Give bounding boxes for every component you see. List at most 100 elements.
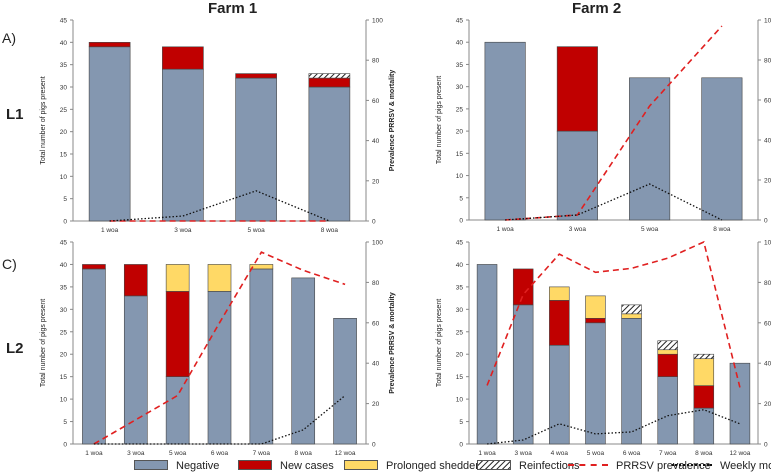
x-tick-label: 8 woa xyxy=(713,226,731,233)
y2-tick-label: 0 xyxy=(372,219,376,226)
line-weekly-mortality xyxy=(109,190,330,222)
y-tick-label: 40 xyxy=(60,262,68,269)
y-tick-label: 30 xyxy=(60,307,68,314)
bar-new-cases xyxy=(82,264,106,270)
bar-negative xyxy=(162,68,204,222)
y-tick-label: 20 xyxy=(60,129,68,136)
bar-negative xyxy=(629,77,671,221)
y-tick-label: 15 xyxy=(456,374,464,381)
x-tick-label: 6 woa xyxy=(623,450,641,457)
y-tick-label: 5 xyxy=(63,196,67,203)
y2-axis-title: Prevalence PRRSV & mortality xyxy=(389,70,396,172)
y-tick-label: 25 xyxy=(60,107,68,114)
y2-tick-label: 40 xyxy=(764,361,771,368)
y2-axis-title: Prevalence PRRSV & mortality xyxy=(389,292,396,394)
x-tick-label: 8 woa xyxy=(695,450,713,457)
y-tick-label: 10 xyxy=(60,174,68,181)
bar-reinfections xyxy=(308,73,351,79)
x-tick-label: 12 woa xyxy=(335,450,356,457)
x-tick-label: 1 woa xyxy=(85,450,103,457)
chart-farm2-L1: 0 5 10 15 20 25 30 35 40 45 0 20 40 60 80 100 Total numb… xyxy=(436,18,771,234)
y-tick-label: 25 xyxy=(60,329,68,336)
x-tick-label: 8 woa xyxy=(321,227,339,234)
line-prrsv-prevalence xyxy=(93,251,346,445)
x-tick-label: 5 woa xyxy=(169,450,187,457)
chart-farm1-L2: 0 5 10 15 20 25 30 35 40 45 0 20 40 60 80 100 Total numb… xyxy=(40,240,396,458)
bar-new-cases xyxy=(693,385,715,409)
bar-reinfections xyxy=(621,304,642,315)
y2-tick-label: 80 xyxy=(764,280,771,287)
legend-negative-label: Negative xyxy=(176,460,220,472)
bar-new-cases xyxy=(88,42,131,48)
x-tick-label: 1 woa xyxy=(101,227,119,234)
legend-negative: Negative xyxy=(134,460,219,472)
y-tick-label: 25 xyxy=(456,329,464,336)
y-tick-label: 35 xyxy=(60,62,68,69)
x-tick-label: 8 woa xyxy=(295,450,313,457)
y-tick-label: 35 xyxy=(456,284,464,291)
y2-tick-label: 60 xyxy=(372,98,380,105)
y-tick-label: 0 xyxy=(459,442,463,449)
x-tick-label: 1 woa xyxy=(478,450,496,457)
bar-negative xyxy=(693,407,715,445)
x-tick-label: 3 woa xyxy=(515,450,533,457)
y-tick-label: 40 xyxy=(456,40,464,47)
y-tick-label: 0 xyxy=(459,218,463,225)
farm2-title: Farm 2 xyxy=(572,0,622,17)
legend-prolonged: Prolonged shedders xyxy=(344,460,484,472)
y-tick-label: 20 xyxy=(456,352,464,359)
legend-new-cases: New cases xyxy=(238,460,334,472)
y2-tick-label: 40 xyxy=(764,138,771,145)
legend-reinfections: Reinfections xyxy=(477,460,580,472)
bar-negative xyxy=(88,46,131,222)
bar-negative xyxy=(701,77,743,221)
y2-tick-label: 20 xyxy=(372,401,380,408)
y2-tick-label: 100 xyxy=(372,240,383,247)
y-tick-label: 45 xyxy=(456,240,464,247)
y-tick-label: 40 xyxy=(60,40,68,47)
bar-negative xyxy=(123,295,148,445)
chart-farm1-L1: 0 5 10 15 20 25 30 35 40 45 0 20 40 60 80 100 Total numb… xyxy=(40,18,396,235)
bar-negative xyxy=(512,304,534,445)
y-tick-label: 35 xyxy=(60,284,68,291)
x-tick-label: 3 woa xyxy=(569,226,587,233)
row-label-l1: L1 xyxy=(6,106,24,123)
bar-new-cases xyxy=(123,264,148,297)
y2-tick-label: 60 xyxy=(764,320,771,327)
legend-prolonged-label: Prolonged shedders xyxy=(386,460,485,472)
bar-new-cases xyxy=(556,46,598,132)
bar-negative xyxy=(621,318,642,445)
bar-prolonged xyxy=(207,264,232,292)
bar-negative xyxy=(729,362,751,445)
y-tick-label: 30 xyxy=(60,85,68,92)
bar-prolonged xyxy=(693,358,715,386)
y-tick-label: 5 xyxy=(459,195,463,202)
y2-tick-label: 40 xyxy=(372,138,380,145)
bar-negative xyxy=(291,277,316,445)
legend-prolonged-swatch xyxy=(344,460,378,470)
y2-tick-label: 80 xyxy=(372,280,380,287)
bar-reinfections xyxy=(657,340,678,351)
bar-negative xyxy=(165,376,190,445)
legend-prevalence-label: PRRSV prevalence xyxy=(616,460,711,472)
y-axis-title: Total number of pigs present xyxy=(436,299,443,387)
y-tick-label: 30 xyxy=(456,84,464,91)
x-tick-label: 6 woa xyxy=(211,450,229,457)
y-tick-label: 10 xyxy=(456,397,464,404)
row-label-c: C) xyxy=(2,256,17,272)
farm1-title: Farm 1 xyxy=(208,0,258,17)
bar-reinfections xyxy=(693,353,715,360)
x-tick-label: 1 woa xyxy=(496,226,514,233)
y2-tick-label: 20 xyxy=(764,178,771,185)
y2-tick-label: 0 xyxy=(372,442,376,449)
y-tick-label: 15 xyxy=(60,374,68,381)
legend-mortality-label: Weekly mortality xyxy=(720,460,771,472)
bar-new-cases xyxy=(308,77,351,88)
legend-new-cases-swatch xyxy=(238,460,272,470)
bar-new-cases xyxy=(235,73,277,79)
y-tick-label: 10 xyxy=(456,173,464,180)
legend-new-cases-label: New cases xyxy=(280,460,334,472)
legend-negative-swatch xyxy=(134,460,168,470)
legend-mortality-line xyxy=(672,464,712,466)
